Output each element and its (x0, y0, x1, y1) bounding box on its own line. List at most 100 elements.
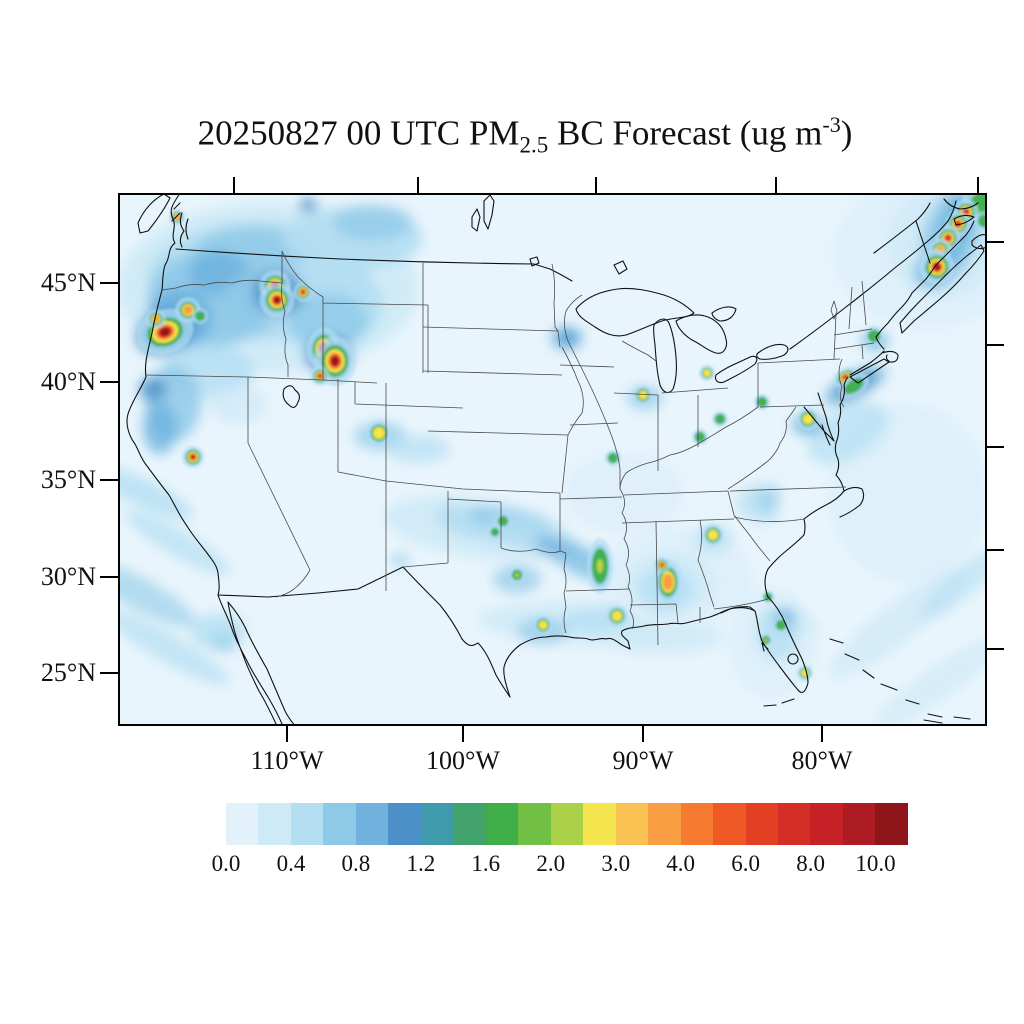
top-tick (977, 177, 979, 193)
hotspot-ring (638, 390, 648, 400)
colorbar-segment (713, 803, 746, 845)
lake-huron (675, 306, 737, 354)
colorbar-tick-label: 10.0 (855, 851, 896, 876)
us-mexico-border (217, 566, 511, 698)
st-louis-hotspot (605, 450, 621, 466)
smoke-region (807, 401, 889, 465)
colorbar-segment (842, 803, 876, 845)
lake-ontario (756, 343, 789, 360)
chesapeake-bay (803, 392, 842, 446)
hotspot-ring (978, 215, 987, 227)
nova-scotia (899, 234, 987, 334)
lat-tick-label: 45°N (40, 268, 96, 297)
bahamas-islands (829, 638, 971, 724)
title-text-3: ) (840, 113, 853, 153)
colorbar-segment (583, 803, 616, 845)
colorbar-segment (777, 803, 811, 845)
prince-edward-island (953, 214, 975, 226)
title-text-1: 20250827 00 UTC PM (197, 113, 520, 153)
hotspot-core (515, 573, 519, 577)
central-idaho-satellite (310, 366, 330, 386)
smoke-region (118, 610, 230, 686)
right-tick (987, 344, 1004, 346)
colorbar-segment (745, 803, 778, 845)
plot-title: 20250827 00 UTC PM2.5 BC Forecast (ug m-… (75, 112, 975, 159)
smoke-region (139, 377, 167, 401)
hotspot-ring (160, 328, 170, 336)
tampa-hotspot (759, 633, 773, 647)
smoke-region (118, 466, 194, 520)
hotspot-ring (776, 620, 786, 630)
colorbar-tick-label: 8.0 (796, 851, 825, 876)
st-lawrence-river (789, 198, 979, 350)
hotspot-ring (707, 529, 719, 541)
lon-tick (462, 726, 464, 742)
lon-tick (286, 726, 288, 742)
lat-tick (100, 282, 118, 284)
gulf-coast (503, 611, 723, 698)
colorbar-segment (485, 803, 519, 845)
vancouver-island (137, 193, 189, 248)
top-tick (595, 177, 597, 193)
state-lines-plains (402, 263, 631, 634)
baja-california-coast (217, 594, 296, 726)
long-island (849, 358, 890, 384)
state-lines-west (145, 250, 561, 598)
sw-oregon-fire-2 (146, 309, 166, 329)
us-canada-border (175, 220, 931, 282)
hotspot-ring (317, 373, 323, 379)
title-text-2: BC Forecast (ug m (548, 113, 823, 153)
pittsburgh-hotspot (754, 394, 770, 410)
top-tick (233, 177, 235, 193)
hotspot-ring (498, 516, 508, 526)
lake-okeechobee (787, 653, 799, 665)
nova-scotia-hotspot (919, 249, 955, 285)
smoke-region (288, 293, 368, 349)
title-subscript: 2.5 (519, 132, 549, 158)
coastline-west (126, 193, 220, 596)
florida-coast (720, 596, 809, 707)
hotspot-ring (659, 562, 665, 568)
lat-tick (100, 381, 118, 383)
colorbar-segment (550, 803, 584, 845)
nevada-california-fire (181, 445, 205, 469)
dallas-hotspot (509, 567, 525, 583)
state-lines-midwest (559, 294, 759, 630)
hotspot-ring (191, 455, 195, 459)
lon-tick-label: 110°W (250, 746, 324, 775)
right-tick (987, 549, 1004, 551)
top-tick (775, 177, 777, 193)
chicago-hotspot (633, 385, 653, 405)
lat-tick (100, 672, 118, 674)
plot-frame (118, 193, 987, 726)
georgia-hotspot (701, 523, 725, 547)
colorbar-segment (648, 803, 681, 845)
alabama-hotspot-2 (654, 557, 670, 573)
hotspot-ring (715, 414, 725, 424)
colorbar-segment (615, 803, 649, 845)
colorbar-segment (226, 803, 259, 845)
smoke-region (386, 435, 450, 463)
right-tick (987, 241, 1004, 243)
colorbar-tick-label: 1.6 (471, 851, 501, 876)
hotspot-ring (695, 432, 705, 442)
great-salt-lake (282, 385, 301, 408)
lon-tick (821, 726, 823, 742)
oklahoma-hotspot-1 (495, 513, 511, 529)
colorbar-segment (258, 803, 291, 845)
smoke-region (299, 198, 317, 212)
hotspot-ring (662, 573, 674, 591)
colorbar-tick-label: 0.4 (276, 851, 306, 876)
colorbar-segment (518, 803, 551, 845)
lat-tick (100, 576, 118, 578)
hotspot-ring (538, 620, 548, 630)
map-canvas (118, 193, 987, 726)
hotspot-ring (757, 397, 767, 407)
lon-tick-label: 90°W (612, 746, 674, 775)
colorbar-segment (323, 803, 356, 845)
smoke-region (208, 387, 268, 423)
lat-tick-label: 40°N (40, 367, 96, 396)
map-lines (126, 193, 987, 726)
orlando-hotspot (773, 617, 789, 633)
